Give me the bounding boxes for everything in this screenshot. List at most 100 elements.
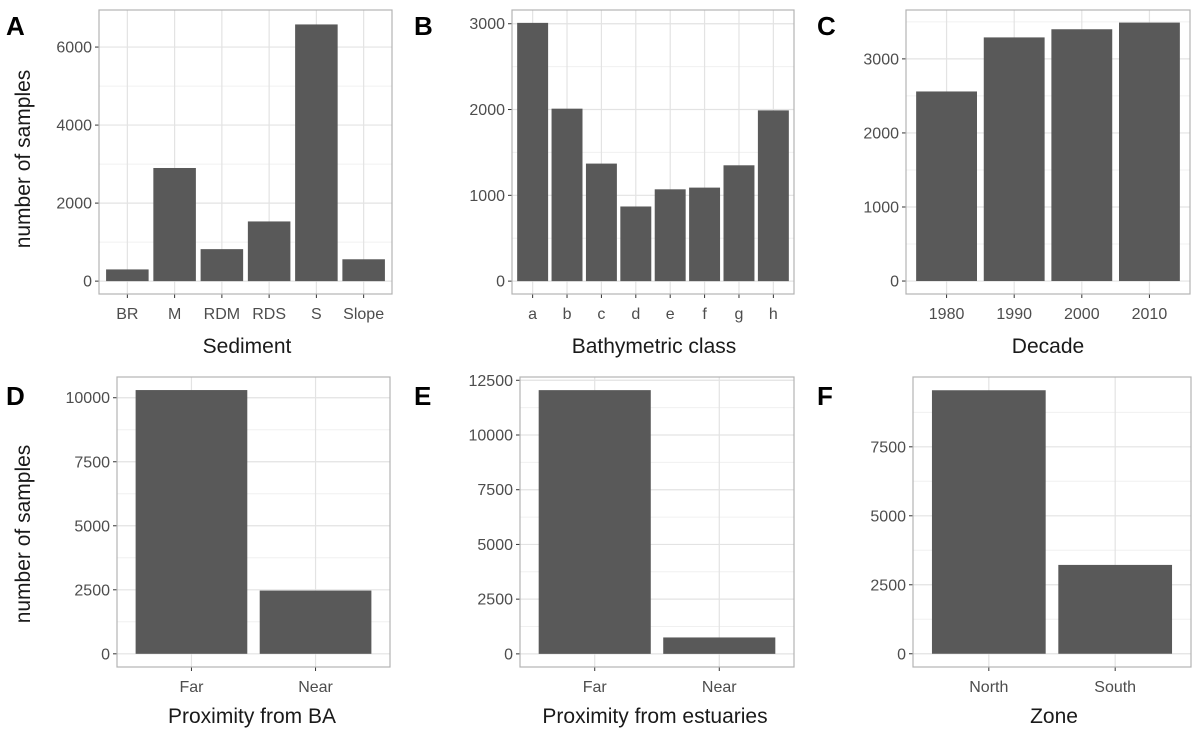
x-axis-label: Proximity from BA — [167, 705, 337, 728]
bar — [551, 108, 583, 282]
y-tick-label: 0 — [496, 274, 505, 291]
bar — [757, 110, 789, 282]
panel-f: F 0 2500 5000 7500 North South Zone — [800, 367, 1198, 733]
bar — [663, 637, 776, 654]
y-tick-label: 12500 — [469, 373, 514, 390]
panel-b: B 0 1000 2000 3000 a b c d e f g h Bathymetric clas… — [400, 0, 800, 367]
y-tick-label: 0 — [890, 274, 899, 291]
y-tick-label: 0 — [897, 646, 906, 663]
panel-letter: C — [817, 11, 836, 41]
panel-c: C 0 1000 2000 3000 1980 1990 2000 2010 Decade — [800, 0, 1198, 367]
chart-d-svg: 0 2500 5000 7500 10000 Far Near — [66, 376, 391, 696]
x-tick-label: c — [597, 306, 605, 323]
x-tick-label: RDM — [204, 306, 240, 323]
panel-letter: E — [414, 381, 432, 411]
bar — [153, 167, 196, 282]
panel-d: D number of samples 0 2500 5000 7500 10000 Fa… — [0, 367, 400, 733]
bar — [689, 187, 721, 282]
y-tick-label: 2500 — [74, 582, 110, 599]
bar — [916, 91, 977, 282]
plot-border — [905, 9, 1191, 295]
bar — [1051, 29, 1113, 282]
x-axis-label: Bathymetric class — [571, 335, 737, 358]
bar — [983, 37, 1045, 282]
y-tick-label: 2000 — [469, 102, 505, 119]
plot-border — [912, 376, 1192, 668]
x-tick-label: h — [769, 306, 778, 323]
plot-border — [98, 9, 393, 295]
x-axis-label: Zone — [1030, 705, 1078, 728]
plot-border — [116, 376, 391, 668]
y-tick-label: 5000 — [477, 537, 513, 554]
x-tick-label: Far — [179, 679, 204, 696]
bar — [654, 189, 686, 282]
y-tick-label: 0 — [83, 274, 92, 291]
panel-letter: F — [817, 381, 833, 411]
y-tick-label: 3000 — [469, 16, 505, 33]
bar — [295, 24, 338, 282]
x-tick-label: b — [563, 306, 572, 323]
x-tick-label: Near — [702, 679, 737, 696]
x-tick-label: 1980 — [929, 306, 965, 323]
plot-border — [511, 9, 795, 295]
panel-a: A number of samples 0 2000 4000 6000 BR M RDM R… — [0, 0, 400, 367]
panel-letter: A — [6, 11, 25, 41]
x-tick-label: South — [1094, 679, 1136, 696]
x-tick-label: 1990 — [996, 306, 1032, 323]
x-axis-label: Sediment — [202, 335, 292, 358]
chart-f-svg: 0 2500 5000 7500 North South — [870, 376, 1192, 696]
y-tick-label: 3000 — [863, 51, 899, 68]
x-tick-label: 2010 — [1132, 306, 1168, 323]
chart-e-svg: 0 2500 5000 7500 10000 12500 Far Near — [469, 373, 795, 696]
x-tick-label: BR — [116, 306, 138, 323]
bar — [135, 390, 248, 654]
x-tick-label: Slope — [343, 306, 384, 323]
y-tick-label: 10000 — [469, 428, 514, 445]
y-tick-label: 5000 — [870, 508, 906, 525]
x-tick-label: RDS — [252, 306, 286, 323]
bar — [259, 590, 372, 654]
y-tick-label: 7500 — [477, 482, 513, 499]
y-tick-label: 2000 — [863, 125, 899, 142]
y-tick-label: 0 — [101, 646, 110, 663]
bar — [585, 163, 617, 282]
bar — [517, 22, 549, 282]
y-tick-label: 2500 — [477, 592, 513, 609]
bar — [247, 221, 291, 282]
x-axis-label: Proximity from estuaries — [542, 705, 768, 728]
bar — [538, 390, 651, 654]
y-tick-label: 10000 — [66, 390, 111, 407]
bar — [106, 269, 149, 282]
y-tick-label: 7500 — [74, 454, 110, 471]
y-tick-label: 1000 — [863, 199, 899, 216]
x-tick-label: a — [528, 306, 537, 323]
y-tick-label: 2000 — [56, 196, 92, 213]
y-tick-label: 5000 — [74, 518, 110, 535]
x-tick-label: e — [666, 306, 675, 323]
x-tick-label: S — [311, 306, 322, 323]
x-tick-label: f — [702, 306, 707, 323]
x-axis-label: Decade — [1011, 335, 1085, 358]
panel-letter: D — [6, 381, 25, 411]
panel-e: E 0 2500 5000 7500 10000 12500 Far Near Proximi… — [400, 367, 800, 733]
y-tick-label: 6000 — [56, 40, 92, 57]
bar — [342, 259, 385, 282]
chart-b-svg: 0 1000 2000 3000 a b c d e f g h — [469, 9, 795, 323]
plot-border — [519, 376, 795, 668]
y-tick-label: 4000 — [56, 118, 92, 135]
bar — [200, 249, 244, 282]
bar — [723, 165, 755, 282]
x-tick-label: M — [168, 306, 181, 323]
panel-letter: B — [414, 11, 433, 41]
y-tick-label: 0 — [504, 646, 513, 663]
x-tick-label: d — [631, 306, 640, 323]
bar — [620, 206, 652, 282]
x-tick-label: Near — [298, 679, 333, 696]
x-tick-label: 2000 — [1064, 306, 1100, 323]
y-tick-label: 2500 — [870, 577, 906, 594]
x-tick-label: North — [969, 679, 1008, 696]
chart-a-svg: 0 2000 4000 6000 BR M RDM RDS S Slope — [56, 9, 393, 323]
y-tick-label: 1000 — [469, 188, 505, 205]
y-tick-label: 7500 — [870, 439, 906, 456]
